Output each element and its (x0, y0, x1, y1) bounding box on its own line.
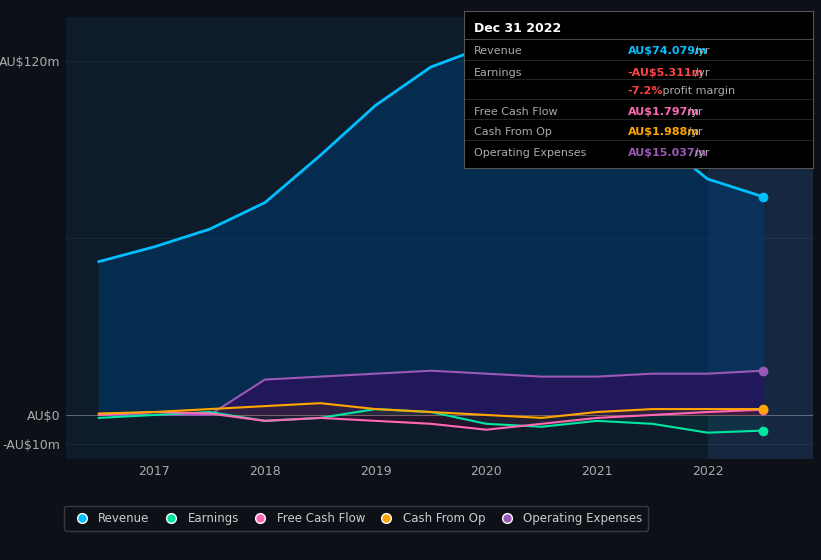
Text: -7.2%: -7.2% (628, 86, 663, 96)
Text: Free Cash Flow: Free Cash Flow (475, 107, 558, 117)
Text: AU$1.988m: AU$1.988m (628, 127, 699, 137)
Text: Operating Expenses: Operating Expenses (475, 148, 587, 157)
Bar (708, 17, 813, 459)
Text: /yr: /yr (685, 127, 703, 137)
Text: Revenue: Revenue (475, 46, 523, 55)
Text: -AU$5.311m: -AU$5.311m (628, 68, 704, 78)
Text: Dec 31 2022: Dec 31 2022 (475, 22, 562, 35)
Text: /yr: /yr (685, 107, 703, 117)
Text: Earnings: Earnings (475, 68, 523, 78)
Text: /yr: /yr (690, 46, 709, 55)
Legend: Revenue, Earnings, Free Cash Flow, Cash From Op, Operating Expenses: Revenue, Earnings, Free Cash Flow, Cash … (64, 506, 649, 531)
Text: /yr: /yr (690, 148, 709, 157)
Text: AU$74.079m: AU$74.079m (628, 46, 708, 55)
Text: Cash From Op: Cash From Op (475, 127, 553, 137)
Text: AU$1.797m: AU$1.797m (628, 107, 699, 117)
Text: /yr: /yr (690, 68, 709, 78)
Text: profit margin: profit margin (659, 86, 736, 96)
Text: AU$15.037m: AU$15.037m (628, 148, 707, 157)
